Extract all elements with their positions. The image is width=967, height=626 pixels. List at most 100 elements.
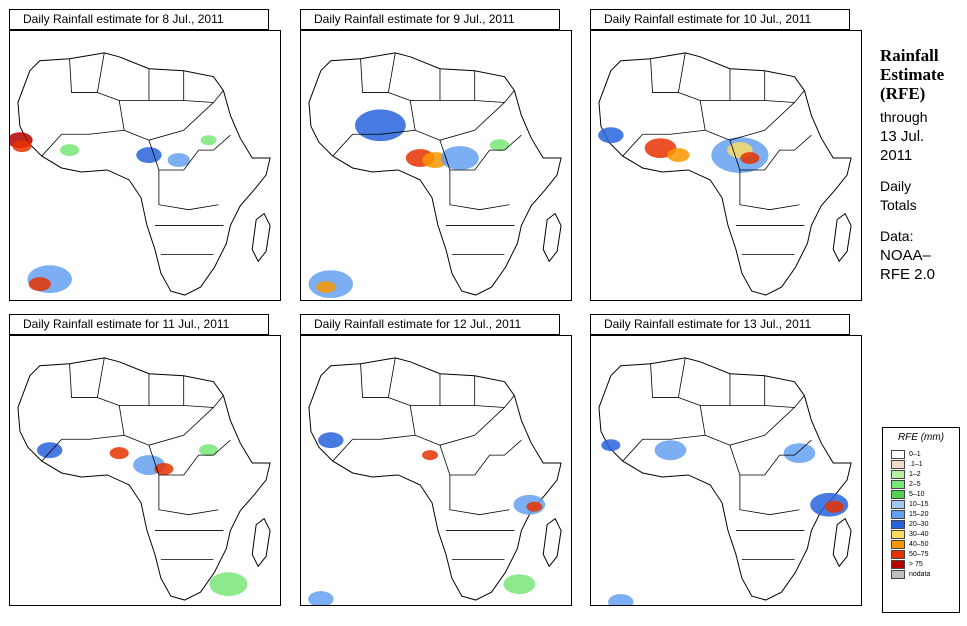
country-border — [650, 52, 686, 93]
country-border — [739, 474, 800, 516]
legend-label: 2–5 — [909, 480, 921, 488]
country-border — [409, 100, 505, 141]
rainfall-area — [503, 574, 536, 595]
rainfall-area — [824, 500, 844, 513]
rainfall-area — [783, 443, 816, 464]
legend-row: 40–50 — [891, 539, 959, 549]
country-border — [332, 129, 416, 157]
sidebar-title-line: Rainfall — [880, 46, 939, 65]
rainfall-map — [300, 335, 572, 606]
legend-row: 50–75 — [891, 549, 959, 559]
madagascar-outline — [251, 517, 271, 568]
through-date: 13 Jul. — [880, 128, 925, 145]
rainfall-area — [209, 572, 248, 597]
legend-swatch — [891, 449, 905, 459]
map-panel-12-jul: Daily Rainfall estimate for 12 Jul., 201… — [300, 314, 572, 606]
data-source-version: RFE 2.0 — [880, 266, 936, 283]
legend-label: 30–40 — [909, 530, 929, 538]
country-border — [678, 68, 731, 101]
rainfall-area — [167, 153, 190, 167]
rainfall-area — [355, 109, 406, 142]
legend-label: 20–30 — [909, 520, 929, 528]
panel-title: Daily Rainfall estimate for 9 Jul., 2011 — [300, 9, 560, 30]
rainfall-area — [37, 442, 63, 459]
legend-label: 10–15 — [909, 500, 929, 508]
africa-outline — [308, 52, 562, 296]
legend-row: 10–15 — [891, 499, 959, 509]
legend-swatch — [891, 519, 905, 529]
legend-label: > 75 — [909, 560, 923, 568]
legend-swatch — [891, 559, 905, 569]
legend-row: > 75 — [891, 559, 959, 569]
panel-title: Daily Rainfall estimate for 13 Jul., 201… — [590, 314, 850, 335]
country-border — [360, 357, 396, 398]
legend-row: 15–20 — [891, 509, 959, 519]
data-label: Data: — [880, 228, 914, 244]
madagascar-outline — [251, 212, 271, 263]
map-panel-10-jul: Daily Rainfall estimate for 10 Jul., 201… — [590, 9, 862, 301]
rainfall-area — [440, 146, 479, 170]
country-border — [69, 357, 105, 398]
country-border — [158, 169, 219, 211]
map-panel-8-jul: Daily Rainfall estimate for 8 Jul., 2011 — [9, 9, 281, 301]
rainfall-area — [740, 152, 760, 165]
country-border — [360, 52, 396, 93]
country-border — [474, 395, 515, 408]
country-border — [622, 129, 706, 157]
legend-label: .1–1 — [909, 460, 923, 468]
africa-outline — [598, 357, 852, 601]
country-border — [69, 52, 105, 93]
rainfall-area — [28, 277, 51, 292]
country-border — [729, 439, 812, 476]
legend-label: 50–75 — [909, 550, 929, 558]
through-year: 2011 — [880, 147, 913, 164]
africa-outline — [17, 52, 271, 296]
rainfall-area — [608, 594, 634, 605]
country-border — [729, 375, 766, 406]
country-border — [439, 134, 522, 171]
legend-row: .1–1 — [891, 459, 959, 469]
data-source: NOAA– — [880, 247, 931, 264]
rainfall-area — [198, 444, 219, 457]
africa-outline — [598, 52, 852, 296]
legend-swatch — [891, 549, 905, 559]
africa-outline — [308, 357, 562, 601]
rainfall-area — [136, 147, 162, 164]
country-border — [764, 395, 805, 408]
country-border — [439, 439, 522, 476]
rainfall-area — [654, 440, 687, 461]
country-border — [449, 474, 510, 516]
country-border — [622, 434, 706, 462]
country-border — [699, 100, 795, 141]
rainfall-area — [318, 432, 344, 449]
legend-row: 1–2 — [891, 469, 959, 479]
country-border — [388, 68, 441, 101]
map-panel-13-jul: Daily Rainfall estimate for 13 Jul., 201… — [590, 314, 862, 606]
madagascar-outline — [832, 517, 852, 568]
sidebar-title-line: (RFE) — [880, 84, 926, 103]
panel-title: Daily Rainfall estimate for 10 Jul., 201… — [590, 9, 850, 30]
legend-swatch — [891, 469, 905, 479]
rainfall-area — [667, 148, 690, 163]
legend-row: 20–30 — [891, 519, 959, 529]
panel-title: Daily Rainfall estimate for 11 Jul., 201… — [9, 314, 269, 335]
rainfall-area — [489, 139, 510, 152]
legend-label: 5–10 — [909, 490, 925, 498]
legend-swatch — [891, 499, 905, 509]
country-border — [97, 373, 150, 406]
legend-label: 0–1 — [909, 450, 921, 458]
rainfall-map — [9, 30, 281, 301]
rainfall-area — [60, 144, 80, 157]
madagascar-outline — [542, 517, 562, 568]
country-border — [332, 434, 416, 462]
sidebar-title-line: Estimate — [880, 65, 945, 84]
country-border — [388, 373, 441, 406]
rainfall-area — [601, 439, 621, 452]
legend-swatch — [891, 459, 905, 469]
rainfall-area — [526, 501, 543, 512]
sidebar-description: Rainfall Estimate (RFE) through 13 Jul. … — [880, 46, 965, 284]
legend-label: 1–2 — [909, 470, 921, 478]
legend-row: nodata — [891, 569, 959, 579]
through-label: through — [880, 109, 928, 125]
country-border — [41, 129, 125, 157]
